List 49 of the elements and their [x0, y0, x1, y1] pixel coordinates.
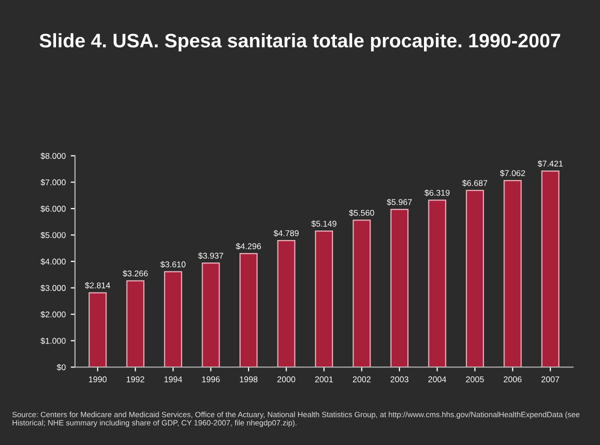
x-tick-label: 1996: [202, 376, 220, 382]
chart-title: Slide 4. USA. Spesa sanitaria totale procapite. 1990-2007: [40, 33, 560, 52]
x-tick-label: 2000: [277, 376, 296, 382]
y-tick-label: $6.000: [40, 205, 66, 212]
x-tick-label: 1992: [126, 376, 144, 382]
data-label: $5.560: [349, 210, 374, 216]
data-label: $4.296: [236, 242, 261, 250]
x-tick-label: 2007: [542, 376, 560, 382]
bar: [126, 280, 144, 368]
bar: [240, 253, 258, 368]
y-tick-label: $8.000: [40, 152, 66, 160]
data-label: $3.266: [122, 270, 148, 277]
bar: [390, 208, 408, 368]
bar: [88, 292, 107, 368]
bar: [352, 220, 371, 368]
data-label: $4.789: [274, 230, 299, 237]
data-label: $3.937: [198, 252, 224, 260]
x-tick-label: 1994: [164, 376, 182, 382]
y-tick-label: $7.000: [40, 179, 66, 186]
data-label: $2.814: [84, 282, 110, 289]
bar: [277, 240, 296, 368]
x-tick-label: 1990: [89, 376, 107, 382]
x-tick-label: 2004: [428, 376, 446, 382]
x-tick-label: 2005: [466, 376, 484, 382]
bar: [428, 200, 446, 368]
bar: [164, 271, 182, 368]
x-tick-label: 2006: [504, 376, 522, 382]
y-tick-label: $4.000: [40, 258, 66, 266]
data-label: $5.967: [386, 198, 412, 206]
data-label: $6.687: [462, 180, 488, 187]
y-tick-label: $0: [56, 364, 66, 371]
x-tick-label: 2003: [390, 376, 408, 382]
data-label: $5.149: [311, 220, 336, 228]
data-label: $7.421: [538, 160, 563, 168]
y-tick-label: $1.000: [40, 338, 66, 344]
y-tick-label: $2.000: [40, 311, 66, 318]
data-label: $3.610: [160, 261, 186, 268]
y-tick-label: $5.000: [40, 232, 66, 239]
bar: [314, 230, 334, 368]
data-label: $6.319: [424, 189, 450, 196]
bar: [541, 170, 560, 368]
x-tick-label: 2001: [315, 376, 333, 382]
x-tick-label: 2002: [352, 376, 371, 382]
data-label: $7.062: [500, 170, 525, 177]
x-tick-label: 1998: [240, 376, 258, 382]
bar: [504, 180, 522, 368]
bar: [202, 262, 220, 368]
y-tick-label: $3.000: [40, 284, 66, 292]
bar: [466, 190, 484, 368]
